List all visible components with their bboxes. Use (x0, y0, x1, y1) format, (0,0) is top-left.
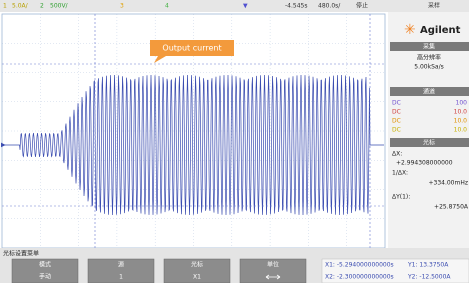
channel-coupling: DC (392, 109, 401, 116)
cursors-header: 光标 (423, 139, 435, 147)
ch1-scale: 5.0A/ (12, 3, 29, 10)
inv-dx-label: 1/ΔX: (392, 170, 408, 177)
channels-header: 通道 (423, 88, 435, 96)
channel-scale: 10.0 (454, 118, 468, 125)
dx-value: +2.994308000000 (396, 160, 453, 167)
channel-coupling: DC (392, 118, 401, 125)
softkey-value: 手动 (39, 273, 51, 281)
ch1-label: 1 (3, 3, 7, 10)
dx-label: ΔX: (392, 151, 402, 158)
top-bar (0, 0, 469, 12)
softkey-label: 模式 (39, 261, 51, 269)
annotation-pointer (154, 56, 166, 63)
ch3-label: 3 (120, 3, 124, 10)
readout-x2: X2: -2.300000000000s (325, 274, 394, 281)
sample-rate: 5.00kSa/s (414, 64, 443, 71)
readout-y2: Y2: -12.5000A (407, 274, 451, 281)
agilent-logo: ✳ (404, 22, 416, 38)
menu-title: 光标设置菜单 (3, 250, 39, 258)
readout-x1: X1: -5.294000000000s (325, 262, 394, 269)
timebase: 480.0s/ (318, 3, 341, 10)
acquire-header: 采集 (423, 43, 435, 51)
channel-scale: 10.0 (454, 109, 468, 116)
dy-label: ΔY(1): (392, 194, 410, 201)
ch4-label: 4 (165, 3, 169, 10)
delay: -4.545s (285, 3, 307, 10)
trigger-marker: ▼ (243, 3, 248, 10)
ch2-scale: 500V/ (50, 3, 69, 10)
readout-y1: Y1: 13.3750A (407, 262, 449, 269)
channel-scale: 100 (456, 100, 468, 107)
channel-coupling: DC (392, 127, 401, 134)
dy-value: +25.8750A (434, 204, 469, 211)
oscilloscope-screen: 1 5.0A/ 2 500V/ 3 4 ▼ -4.545s 480.0s/ 停止… (0, 0, 469, 283)
softkey-label: 光标 (191, 261, 203, 269)
top-menu: 采样 (428, 2, 440, 10)
softkey-label: 源 (118, 261, 124, 269)
softkey-value: X1 (193, 274, 201, 281)
brand: Agilent (420, 25, 461, 36)
softkey-label: 单位 (267, 261, 279, 269)
channel-coupling: DC (392, 100, 401, 107)
softkey-value: 1 (119, 274, 123, 281)
inv-dx-value: +334.00mHz (428, 180, 468, 187)
channel-scale: 10.0 (454, 127, 468, 134)
annotation-text: Output current (162, 44, 221, 53)
run-status: 停止 (356, 2, 368, 10)
acquire-mode: 高分辨率 (417, 54, 441, 62)
channel-ground-marker: ▶ (1, 142, 6, 149)
ch2-label: 2 (40, 3, 44, 10)
